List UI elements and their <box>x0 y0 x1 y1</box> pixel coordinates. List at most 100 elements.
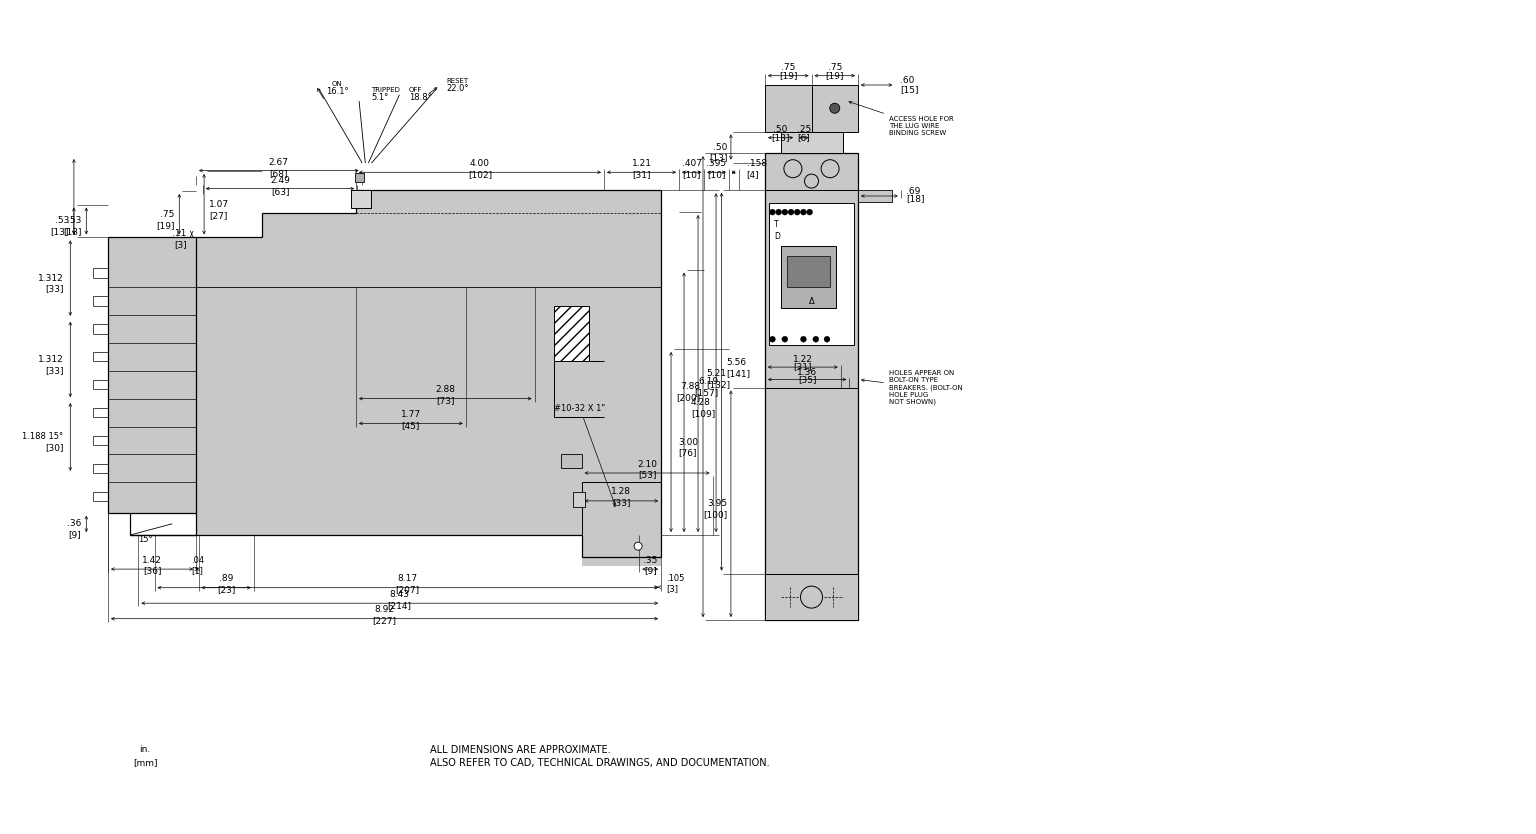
Text: Δ: Δ <box>808 298 814 307</box>
Text: [33]: [33] <box>45 284 63 294</box>
Text: [68]: [68] <box>269 169 289 178</box>
Text: .11: .11 <box>172 229 187 239</box>
Bar <box>352 190 370 208</box>
Circle shape <box>800 209 806 215</box>
Bar <box>573 491 585 507</box>
Text: [4]: [4] <box>746 170 759 178</box>
Text: [53]: [53] <box>637 470 656 480</box>
Text: [15]: [15] <box>900 85 919 94</box>
Circle shape <box>770 209 776 215</box>
Text: [9]: [9] <box>69 530 81 540</box>
Text: [35]: [35] <box>797 375 817 384</box>
Text: [6]: [6] <box>797 133 809 143</box>
Text: 1.188 15°: 1.188 15° <box>22 432 63 441</box>
Text: [76]: [76] <box>677 449 696 458</box>
Text: .50: .50 <box>713 143 728 152</box>
Circle shape <box>782 209 788 215</box>
Circle shape <box>823 336 829 342</box>
Text: .04: .04 <box>190 555 204 565</box>
Text: [141]: [141] <box>727 369 750 378</box>
Text: [157]: [157] <box>694 388 719 397</box>
Circle shape <box>806 209 813 215</box>
Text: 1.312: 1.312 <box>37 274 63 283</box>
Text: OFF: OFF <box>409 87 422 93</box>
Text: .75: .75 <box>782 63 796 72</box>
Polygon shape <box>582 535 660 566</box>
Text: .53: .53 <box>54 217 69 225</box>
Text: 16.1°: 16.1° <box>326 88 349 96</box>
Text: RESET: RESET <box>445 78 468 83</box>
Text: .158: .158 <box>746 158 766 168</box>
Text: [207]: [207] <box>396 585 419 594</box>
Bar <box>780 132 843 153</box>
Text: [63]: [63] <box>270 187 289 196</box>
Text: 1.07: 1.07 <box>209 199 229 208</box>
Bar <box>765 153 859 620</box>
Text: [45]: [45] <box>402 421 419 430</box>
Text: .53: .53 <box>68 217 81 225</box>
Bar <box>355 173 364 182</box>
Text: 8.17: 8.17 <box>398 574 418 583</box>
Text: [3]: [3] <box>174 240 187 249</box>
Text: 22.0°: 22.0° <box>445 84 468 93</box>
Text: [13]: [13] <box>771 133 790 143</box>
Text: [214]: [214] <box>387 600 412 610</box>
Text: 3.00: 3.00 <box>677 438 699 446</box>
Text: 3.95: 3.95 <box>708 500 728 508</box>
Text: [30]: [30] <box>45 444 63 452</box>
Text: 8.92: 8.92 <box>375 605 395 614</box>
Polygon shape <box>197 190 660 535</box>
Text: .25: .25 <box>797 125 811 134</box>
Text: 18.8°: 18.8° <box>409 93 432 103</box>
Text: TRIPPED: TRIPPED <box>372 87 401 93</box>
Bar <box>811 85 859 132</box>
Text: [19]: [19] <box>779 71 797 80</box>
Text: [31]: [31] <box>633 170 651 178</box>
Bar <box>786 255 829 287</box>
Text: 6.19: 6.19 <box>699 377 719 386</box>
Circle shape <box>634 542 642 550</box>
Polygon shape <box>108 238 197 513</box>
Text: [36]: [36] <box>143 566 161 575</box>
Text: .105: .105 <box>667 574 685 583</box>
Text: 2.10: 2.10 <box>637 460 657 469</box>
Bar <box>780 246 836 309</box>
Text: [73]: [73] <box>436 396 455 405</box>
Text: [100]: [100] <box>703 510 728 520</box>
Circle shape <box>829 103 840 113</box>
Text: [23]: [23] <box>217 585 235 594</box>
Bar <box>561 455 582 468</box>
Bar <box>859 190 892 202</box>
Text: HOLES APPEAR ON
BOLT-ON TYPE
BREAKERS. (BOLT-ON
HOLE PLUG
NOT SHOWN): HOLES APPEAR ON BOLT-ON TYPE BREAKERS. (… <box>862 370 963 405</box>
Text: .395: .395 <box>707 158 727 168</box>
Circle shape <box>813 336 819 342</box>
Text: .69: .69 <box>906 187 920 196</box>
Text: [31]: [31] <box>794 363 813 372</box>
Text: D: D <box>774 233 780 241</box>
Text: 5.56: 5.56 <box>727 358 746 367</box>
Text: [13]: [13] <box>51 228 69 237</box>
Text: 1.21: 1.21 <box>631 158 651 168</box>
Text: [13]: [13] <box>710 153 728 163</box>
Text: [227]: [227] <box>373 616 396 626</box>
Text: [132]: [132] <box>707 380 730 389</box>
Bar <box>765 85 811 132</box>
Text: #10-32 X 1": #10-32 X 1" <box>554 404 616 505</box>
Text: 4.28: 4.28 <box>691 398 711 407</box>
Text: T: T <box>774 220 779 229</box>
Circle shape <box>794 209 800 215</box>
Text: [10]: [10] <box>707 170 725 178</box>
Text: 2.49: 2.49 <box>270 176 290 185</box>
Text: 2.67: 2.67 <box>269 158 289 167</box>
Circle shape <box>782 336 788 342</box>
Bar <box>770 203 854 345</box>
Text: [19]: [19] <box>155 221 174 229</box>
Bar <box>554 305 588 361</box>
Text: .89: .89 <box>220 574 233 583</box>
Text: [3]: [3] <box>667 585 677 594</box>
Text: [200]: [200] <box>676 393 700 402</box>
Text: [102]: [102] <box>468 170 492 178</box>
Text: [109]: [109] <box>691 409 716 418</box>
Text: [13]: [13] <box>63 228 81 237</box>
Text: 1.312: 1.312 <box>37 355 63 364</box>
